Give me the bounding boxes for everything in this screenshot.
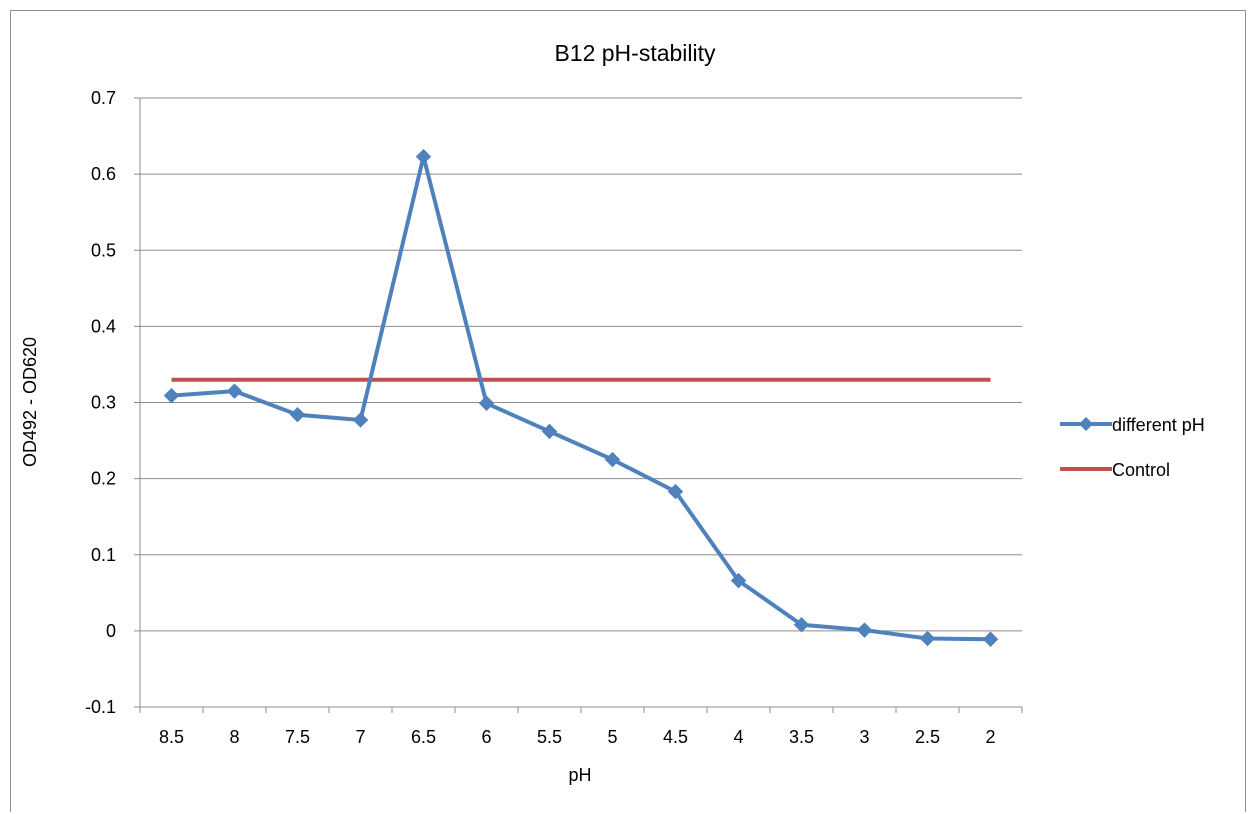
data-point-marker bbox=[793, 617, 810, 633]
data-point-marker bbox=[604, 451, 621, 468]
series bbox=[163, 148, 999, 647]
data-point-marker bbox=[730, 572, 747, 589]
x-tick-label: 4 bbox=[733, 727, 743, 747]
y-tick-label: 0.7 bbox=[91, 88, 116, 108]
data-point-marker bbox=[982, 631, 999, 647]
x-tick-label: 4.5 bbox=[663, 727, 688, 747]
x-tick-label: 5.5 bbox=[537, 727, 562, 747]
chart-frame bbox=[10, 10, 1246, 812]
x-tick-label: 2 bbox=[985, 727, 995, 747]
legend-label-different-ph: different pH bbox=[1112, 415, 1205, 435]
x-tick-label: 6 bbox=[481, 727, 491, 747]
x-tick-label: 8.5 bbox=[159, 727, 184, 747]
data-point-marker bbox=[415, 148, 432, 165]
y-tick-labels: -0.1 0 0.1 0.2 0.3 0.4 0.5 0.6 0.7 bbox=[85, 88, 116, 717]
x-tick-label: 7.5 bbox=[285, 727, 310, 747]
y-tick-label: 0.2 bbox=[91, 469, 116, 489]
y-tick-label: 0.6 bbox=[91, 164, 116, 184]
y-tick-label: 0.4 bbox=[91, 316, 116, 336]
data-point-marker bbox=[226, 383, 243, 399]
x-axis-title: pH bbox=[568, 765, 591, 785]
data-point-marker bbox=[352, 412, 369, 428]
y-tick-label: 0.3 bbox=[91, 393, 116, 413]
x-tick-labels: 8.5 8 7.5 7 6.5 6 5.5 5 4.5 4 3.5 3 2.5 2 bbox=[159, 727, 996, 747]
series-line-different-ph bbox=[171, 154, 991, 642]
data-point-marker bbox=[541, 423, 558, 440]
y-tick-label: 0.5 bbox=[91, 240, 116, 260]
legend-item-control: Control bbox=[1060, 460, 1170, 480]
legend-item-different-ph: different pH bbox=[1060, 415, 1205, 435]
data-point-marker bbox=[478, 395, 495, 411]
gridlines bbox=[134, 97, 1023, 713]
y-tick-label: -0.1 bbox=[85, 697, 116, 717]
y-tick-label: 0 bbox=[106, 621, 116, 641]
x-tick-label: 6.5 bbox=[411, 727, 436, 747]
legend: different pH Control bbox=[1060, 415, 1205, 480]
data-point-marker bbox=[289, 406, 306, 423]
legend-label-control: Control bbox=[1112, 460, 1170, 480]
data-point-marker bbox=[856, 622, 873, 638]
x-tick-label: 2.5 bbox=[915, 727, 940, 747]
x-tick-label: 3.5 bbox=[789, 727, 814, 747]
data-point-marker bbox=[667, 483, 684, 500]
y-axis-title: OD492 - OD620 bbox=[20, 337, 40, 467]
legend-marker-different-ph bbox=[1079, 417, 1093, 431]
data-point-marker bbox=[919, 630, 936, 647]
x-tick-label: 5 bbox=[607, 727, 617, 747]
x-tick-label: 7 bbox=[355, 727, 365, 747]
x-tick-label: 8 bbox=[229, 727, 239, 747]
y-tick-label: 0.1 bbox=[91, 545, 116, 565]
data-point-marker bbox=[163, 387, 180, 404]
chart-title: B12 pH-stability bbox=[554, 40, 716, 66]
axes bbox=[139, 98, 1022, 708]
x-tick-label: 3 bbox=[859, 727, 869, 747]
